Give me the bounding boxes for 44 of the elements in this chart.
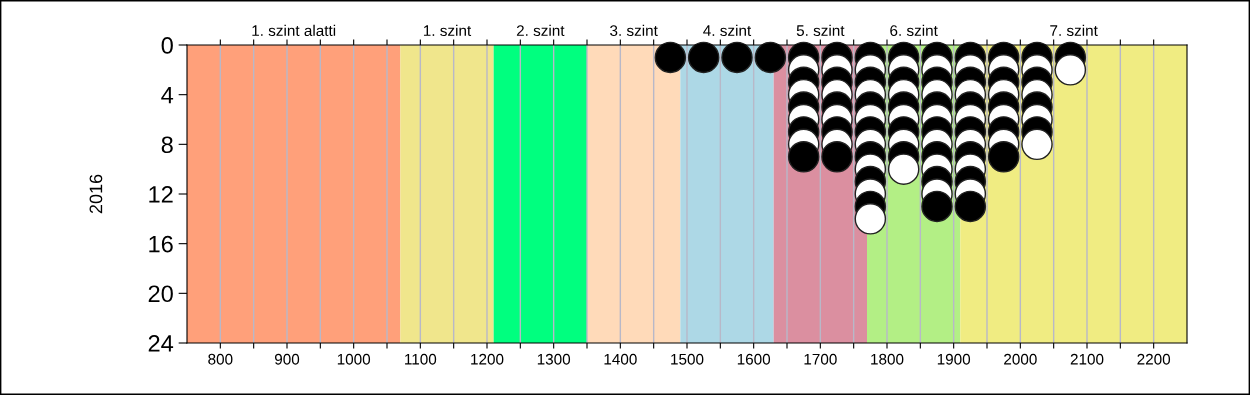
band-label: 6. szint (890, 24, 938, 37)
x-tick-label: 2200 (1137, 353, 1171, 365)
point (821, 140, 853, 173)
point (787, 140, 820, 173)
band-label: 4. szint (703, 24, 752, 37)
x-tick-label: 1700 (804, 353, 837, 365)
y-tick-label: 12 (149, 186, 173, 203)
point (921, 190, 953, 223)
x-tick-label: 1200 (471, 353, 504, 365)
band-label: 1. szint (423, 24, 472, 37)
y-tick-label: 24 (148, 335, 174, 352)
x-tick-label: 1400 (604, 353, 637, 365)
y-tick-label: 0 (161, 37, 173, 54)
y-tick-label: 16 (149, 235, 173, 253)
point (754, 41, 787, 74)
x-tick-label: 900 (274, 353, 300, 365)
x-tick-label: 1500 (671, 353, 704, 365)
x-tick-label: 1000 (337, 353, 371, 365)
point (987, 140, 1020, 173)
y-tick-label: 8 (161, 136, 173, 154)
x-tick-label: 2000 (1004, 353, 1037, 365)
point (687, 41, 720, 74)
band-label: 5. szint (796, 24, 845, 37)
band-label: 7. szint (1050, 24, 1098, 37)
y-tick-label: 20 (148, 285, 173, 303)
band-label: 2. szint (516, 24, 565, 37)
x-tick-label: 1600 (737, 353, 771, 365)
band-label: 1. szint alatti (252, 24, 336, 37)
point (654, 41, 687, 74)
x-tick-label: 2100 (1070, 353, 1104, 365)
x-tick-label: 1100 (405, 353, 437, 365)
x-tick-label: 1800 (871, 353, 904, 365)
y-axis-title: 2016 (89, 174, 103, 214)
point (721, 41, 753, 74)
point (1054, 54, 1087, 86)
x-tick-label: 1300 (537, 353, 571, 365)
y-tick-label: 4 (161, 86, 174, 104)
point (954, 190, 987, 223)
point (887, 153, 920, 185)
x-tick-label: 1900 (937, 353, 971, 365)
point (1021, 128, 1053, 161)
band-label: 3. szint (610, 24, 658, 37)
point (854, 203, 887, 235)
x-tick-label: 800 (208, 353, 233, 365)
